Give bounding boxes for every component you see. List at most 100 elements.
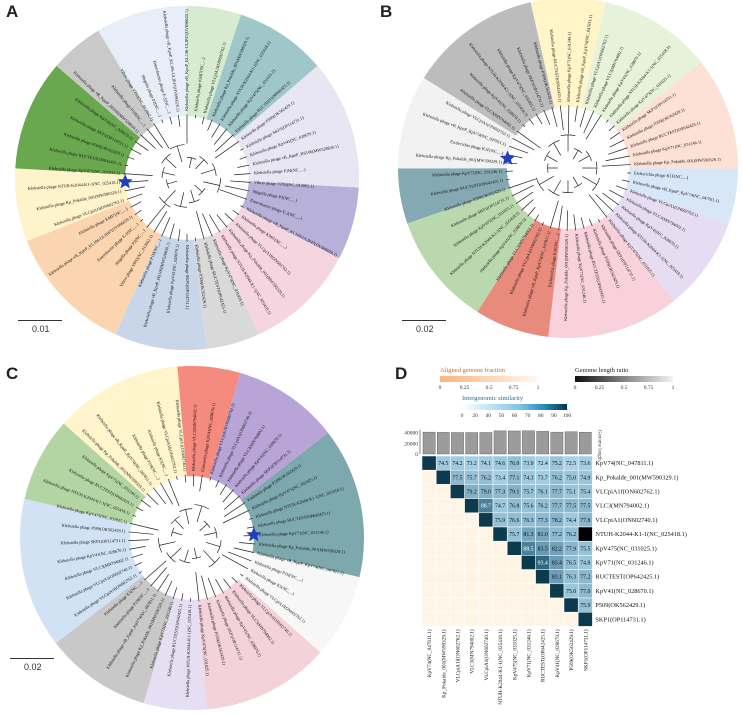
- heatmap-cell-value: 76.1: [538, 490, 548, 496]
- similarity-legend-tick: 90: [551, 413, 557, 419]
- genome-length-bar: [494, 431, 506, 454]
- heatmap-cell: [521, 584, 535, 598]
- heatmap-row-label: KpV41(NC_028670.1): [595, 588, 653, 595]
- heatmap-cell: [422, 570, 436, 584]
- heatmap-row-label: VLCpiA1f(ON602762.1): [595, 489, 659, 496]
- heatmap-cell-value: 77.1: [509, 475, 519, 481]
- heatmap-cell: [536, 570, 550, 584]
- heatmap-cell: [436, 598, 450, 612]
- heatmap-cell: [479, 555, 493, 569]
- genome-length-bar: [551, 432, 563, 454]
- heatmap-cell-value: 77.7: [552, 490, 562, 496]
- genome-length-bar: [565, 432, 577, 454]
- heatmap-cell: [422, 470, 436, 484]
- heatmap-cell: [422, 456, 436, 470]
- heatmap-cell: [507, 555, 521, 569]
- heatmap-cell-value: 76.3: [523, 518, 533, 524]
- heatmap-cell: [422, 612, 436, 626]
- genome-length-bar: [423, 432, 435, 454]
- aligned-fraction-legend-tick: 0.5: [486, 385, 493, 391]
- heatmap-cell: [450, 527, 464, 541]
- heatmap-cell: [422, 584, 436, 598]
- scale-label-b: 0.02: [416, 324, 434, 334]
- heatmap-cell-value: 75.7: [523, 490, 533, 496]
- heatmap-row-label: P509(OK562429.1): [595, 602, 645, 609]
- heatmap-cell-value: 77.3: [538, 518, 548, 524]
- genome-length-bar: [522, 431, 534, 454]
- heatmap-cell: [536, 584, 550, 598]
- heatmap-col-label: KpV74(NC_047811.1): [426, 629, 433, 677]
- heatmap-cell: [507, 541, 521, 555]
- heatmap-col-label: SKP1(OP114731.1): [582, 629, 589, 671]
- heatmap-cell-value: 88.5: [523, 546, 533, 552]
- heatmap-cell-value: 74.6: [495, 461, 505, 467]
- tree-leaf-label: Klebsiella phage vB_KpnP_KL106-ULIP47(OV…: [184, 9, 189, 111]
- similarity-legend-tick: 20: [472, 413, 478, 419]
- heatmap-cell: [479, 598, 493, 612]
- phylogenetic-tree-a: Klebsiella phage vB_KpnP_KL106-ULIP47(OV…: [0, 0, 370, 350]
- similarity-legend-tick: 40: [486, 413, 492, 419]
- heatmap-cell-value: 83.1: [552, 575, 562, 581]
- heatmap-cell-value: 72.5: [566, 461, 576, 467]
- heatmap-cell: [507, 570, 521, 584]
- heatmap-cell: [479, 541, 493, 555]
- heatmap-cell-value: 76.6: [509, 518, 519, 524]
- heatmap-cell: [436, 470, 450, 484]
- heatmap-cell-value: 77.9: [566, 546, 576, 552]
- heatmap-col-label: VLCpiA1(ON602740.1): [483, 629, 490, 680]
- heatmap-cell: [493, 555, 507, 569]
- heatmap-cell: [536, 612, 550, 626]
- heatmap-cell: [465, 513, 479, 527]
- heatmap-cell-value: 77.5: [452, 475, 462, 481]
- genome-length-bar: [437, 432, 449, 454]
- heatmap-cell: [436, 499, 450, 513]
- aligned-fraction-legend-title: Aligned genome fraction: [440, 367, 506, 374]
- genome-length-bar: [579, 432, 591, 454]
- heatmap-cell: [450, 598, 464, 612]
- heatmap-cell: [479, 570, 493, 584]
- heatmap-cell: [521, 612, 535, 626]
- heatmap-row-label: KpV74(NC_047811.1): [595, 460, 653, 467]
- heatmap-cell-value: 76.2: [552, 475, 562, 481]
- heatmap-cell-value: 76.2: [566, 532, 576, 538]
- heatmap-cell: [436, 555, 450, 569]
- phylogenetic-tree-b: Klebsiella phage vB_KpnP_KpV74(NC_047811…: [372, 0, 743, 350]
- heatmap-col-label: KpV475(NC_031025.1): [511, 629, 518, 680]
- scale-bar-a: [18, 320, 62, 321]
- heatmap-cell: [450, 584, 464, 598]
- heatmap-cell-value: 83.4: [552, 561, 562, 567]
- heatmap-cell-value: 75.5: [580, 546, 590, 552]
- heatmap-cell: [436, 527, 450, 541]
- heatmap-cell-value: 74.1: [481, 461, 491, 467]
- heatmap-cell: [465, 598, 479, 612]
- heatmap-cell-value: 75.6: [523, 504, 533, 510]
- heatmap-cell-value: 79.0: [481, 490, 491, 496]
- length-ratio-legend-tick: 1: [672, 385, 675, 391]
- heatmap-cell-value: 79.2: [467, 490, 477, 496]
- heatmap-cell: [436, 513, 450, 527]
- heatmap-cell-value: 74.9: [580, 475, 590, 481]
- heatmap-cell-value: 74.8: [580, 561, 590, 567]
- heatmap-cell-value: 75.7: [509, 532, 519, 538]
- heatmap-col-label: NTUH-K2044-K1-1(NC_025418.1): [497, 629, 504, 705]
- genome-length-bar: [451, 433, 463, 454]
- heatmap-cell-value: 93.4: [538, 561, 548, 567]
- genome-length-tick: 20000: [404, 441, 418, 447]
- heatmap-cell: [450, 570, 464, 584]
- heatmap-cell-value: 73.6: [580, 461, 590, 467]
- heatmap-cell-value: 82.2: [552, 546, 562, 552]
- heatmap-cell-value: 74.4: [566, 518, 576, 524]
- heatmap-cell: [465, 541, 479, 555]
- heatmap-row-label: RUCTEST(OP642425.1): [595, 574, 659, 581]
- heatmap-row-label: VLCpiA1(ON602740.1): [595, 517, 657, 524]
- heatmap-cell: [450, 513, 464, 527]
- heatmap-cell-value: 73.7: [538, 475, 548, 481]
- tree-leaf-label: Klebsiella phage KpV71(NC_031246.1): [566, 32, 572, 102]
- heatmap-cell: [479, 584, 493, 598]
- heatmap-cell-value: 73.9: [523, 461, 533, 467]
- heatmap-cell: [422, 598, 436, 612]
- heatmap-col-label: VLC3(MN794002.1): [469, 629, 476, 674]
- heatmap-cell-value: 76.5: [566, 561, 576, 567]
- genome-length-bar: [466, 433, 478, 454]
